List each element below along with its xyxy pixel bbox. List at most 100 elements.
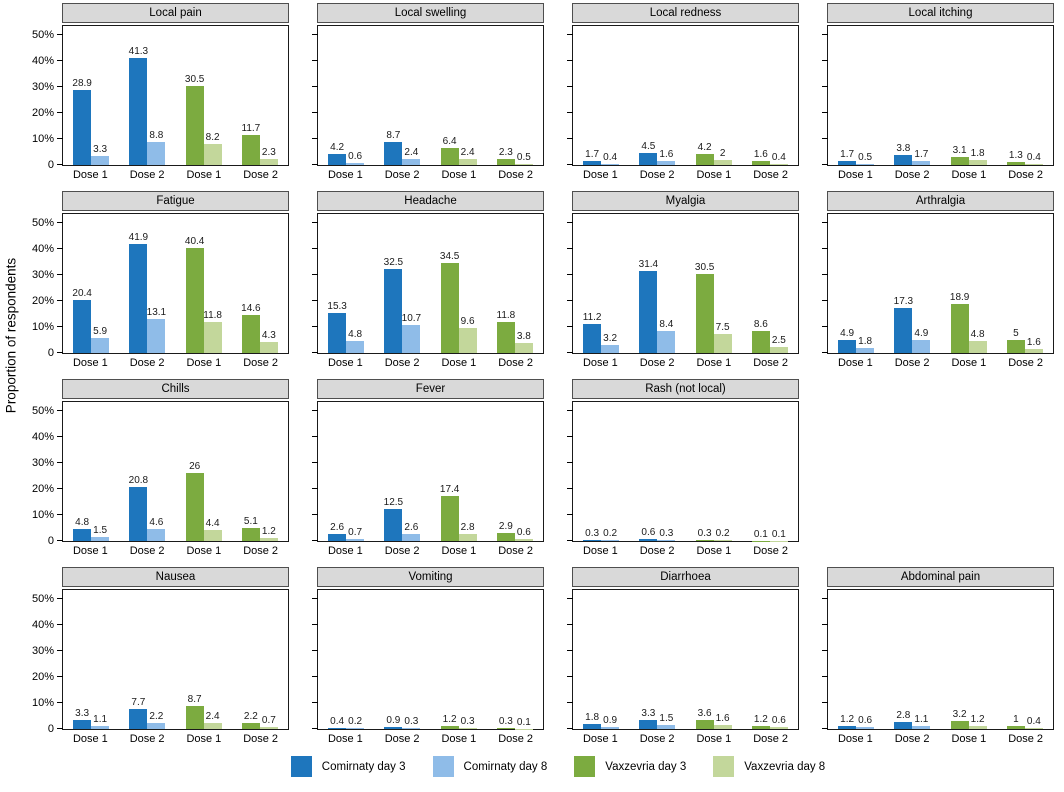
bar-day3: 4.2 xyxy=(328,142,347,165)
bar-group: 1.7 0.5 xyxy=(828,26,884,165)
bar-group: 0.1 0.1 xyxy=(742,402,798,541)
bar-day8: 0.3 xyxy=(402,716,421,729)
bar-value-label: 1.6 xyxy=(659,148,674,160)
y-tick-mark xyxy=(822,248,828,249)
bar-value-label: 0.4 xyxy=(603,151,618,163)
bar-value-label: 10.7 xyxy=(401,313,422,325)
x-axis-labels: Dose 1 Dose 2 Dose 1 Dose 2 xyxy=(317,545,544,557)
bar-day8: 0.7 xyxy=(259,715,278,729)
y-tick-mark xyxy=(567,676,573,677)
bar-day3: 2.8 xyxy=(894,710,913,729)
bar-group: 3.3 1.5 xyxy=(629,590,685,729)
y-tick-mark xyxy=(57,624,63,625)
x-axis-label: Dose 2 xyxy=(639,545,675,557)
x-axis-label: Dose 2 xyxy=(384,733,420,745)
y-tick-mark xyxy=(822,352,828,353)
bar-group: 0.3 0.2 xyxy=(573,402,629,541)
x-axis-label: Dose 1 xyxy=(72,169,108,181)
bar-value-label: 40.4 xyxy=(184,235,205,247)
x-axis-label: Dose 1 xyxy=(582,545,618,557)
x-axis-labels: Dose 1 Dose 2 Dose 1 Dose 2 xyxy=(317,733,544,745)
x-axis-label: Dose 2 xyxy=(753,357,789,369)
bar-day8: 1.2 xyxy=(259,526,278,541)
legend-item-comirnaty-day-3: Comirnaty day 3 xyxy=(290,756,406,777)
x-axis-label: Dose 1 xyxy=(837,733,873,745)
legend-swatch xyxy=(713,756,735,777)
plot-area: 1.7 0.5 3.8 1.7 3.1 1.8 1.3 0.4 xyxy=(822,25,1054,166)
legend: Comirnaty day 3 Comirnaty day 8 Vaxzevria … xyxy=(62,756,1054,777)
bar-group: 17.3 4.9 xyxy=(884,214,940,353)
x-axis-label: Dose 1 xyxy=(186,545,222,557)
bar-day3: 26 xyxy=(185,461,204,541)
bar-day8: 5.9 xyxy=(91,326,110,353)
x-axis-labels: Dose 1 Dose 2 Dose 1 Dose 2 xyxy=(62,733,289,745)
y-tick-label: 30% xyxy=(31,81,54,93)
bar-value-label: 7.7 xyxy=(131,696,146,708)
x-axis-label: Dose 1 xyxy=(72,733,108,745)
x-axis-label: Dose 1 xyxy=(186,733,222,745)
bar-day8: 3.8 xyxy=(514,331,533,353)
bar-day3: 41.3 xyxy=(129,46,148,165)
bar-group: 3.3 1.1 xyxy=(63,590,119,729)
legend-swatch xyxy=(574,756,596,777)
bar-day3: 0.3 xyxy=(496,716,515,729)
bar-value-label: 4.8 xyxy=(348,328,363,340)
bar-group: 0.9 0.3 xyxy=(374,590,430,729)
bar-group: 30.5 8.2 xyxy=(176,26,232,165)
bar-value-label: 2.6 xyxy=(404,522,419,534)
bar-group: 1.7 0.4 xyxy=(573,26,629,165)
bar-value-label: 5.1 xyxy=(243,515,258,527)
y-tick-label: 50% xyxy=(31,593,54,605)
bar-day8: 1.6 xyxy=(713,713,732,729)
bar-group: 1.8 0.9 xyxy=(573,590,629,729)
bar-group: 18.9 4.8 xyxy=(941,214,997,353)
plot-area: 11.2 3.2 31.4 8.4 30.5 7.5 8.6 2.5 xyxy=(567,213,799,354)
bar-group: 3.6 1.6 xyxy=(686,590,742,729)
bar-value-label: 0.4 xyxy=(771,151,786,163)
bar-day8: 0.6 xyxy=(856,715,875,729)
bar-value-label: 1.3 xyxy=(1008,149,1023,161)
y-tick-mark xyxy=(567,728,573,729)
x-axis-label: Dose 1 xyxy=(951,733,987,745)
y-tick-mark xyxy=(312,300,318,301)
bar-group: 15.3 4.8 xyxy=(318,214,374,353)
bar-day8: 0.6 xyxy=(346,151,365,165)
y-tick-label: 40% xyxy=(31,619,54,631)
bar-value-label: 0.3 xyxy=(460,716,475,728)
bar-value-label: 2.4 xyxy=(404,146,419,158)
bar-group: 2.2 0.7 xyxy=(232,590,288,729)
bar-value-label: 2 xyxy=(719,147,726,159)
bar-day8: 8.8 xyxy=(147,130,166,165)
bar-day3: 8.7 xyxy=(384,130,403,165)
bar-group: 31.4 8.4 xyxy=(629,214,685,353)
x-axis-label: Dose 1 xyxy=(837,169,873,181)
panel-title: Abdominal pain xyxy=(827,567,1054,587)
x-axis-label: Dose 2 xyxy=(639,357,675,369)
y-tick-mark xyxy=(312,540,318,541)
bar-value-label: 0.2 xyxy=(715,528,730,540)
x-axis-label: Dose 2 xyxy=(894,169,930,181)
bar-day3: 0.9 xyxy=(384,715,403,729)
bar-day3: 17.4 xyxy=(440,484,459,541)
plot-area: 4.9 1.8 17.3 4.9 18.9 4.8 5 1.6 xyxy=(822,213,1054,354)
y-tick-label: 0 xyxy=(47,723,54,735)
panel-nausea: Nausea 50% 40% 30% 20% 10% 0 3.3 1.1 7.7 2.2 8.7 2.4… xyxy=(32,567,289,745)
bar-group: 3.2 1.2 xyxy=(941,590,997,729)
bar-day3: 1.7 xyxy=(583,149,602,165)
x-axis-label: Dose 1 xyxy=(441,357,477,369)
panel-title: Rash (not local) xyxy=(572,379,799,399)
bar-value-label: 3.3 xyxy=(93,144,108,156)
bar-day3: 18.9 xyxy=(950,292,969,353)
x-axis-label: Dose 1 xyxy=(582,169,618,181)
bar-group: 4.2 0.6 xyxy=(318,26,374,165)
x-axis-label: Dose 2 xyxy=(639,733,675,745)
plot-area: 1.2 0.6 2.8 1.1 3.2 1.2 1 0.4 xyxy=(822,589,1054,730)
y-tick-label: 0 xyxy=(47,159,54,171)
panel-title: Local pain xyxy=(62,3,289,23)
bar-value-label: 3.2 xyxy=(603,332,618,344)
panel-chills: Chills 50% 40% 30% 20% 10% 0 4.8 1.5 20.8 4.6 26 4.4… xyxy=(32,379,289,557)
x-axis-label: Dose 1 xyxy=(696,169,732,181)
panel-title: Local redness xyxy=(572,3,799,23)
bar-group: 1 0.4 xyxy=(997,590,1053,729)
